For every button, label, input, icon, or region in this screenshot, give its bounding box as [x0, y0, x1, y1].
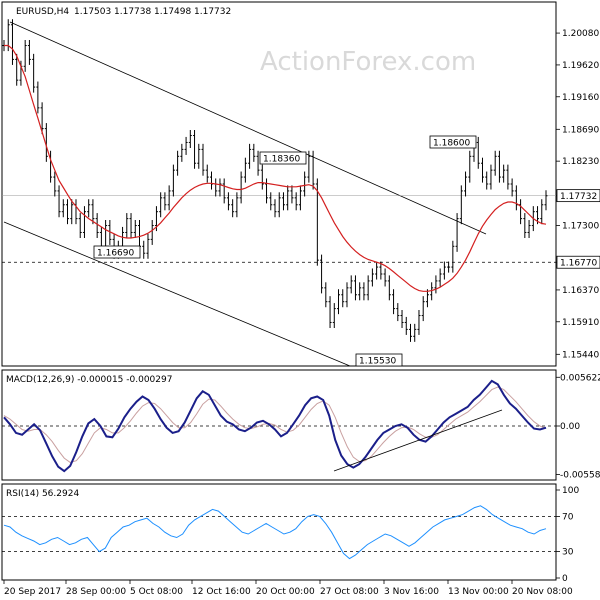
- x-tick-label: 13 Nov 00:00: [448, 587, 509, 597]
- annotation-box: [429, 135, 477, 149]
- moving-average-line: [4, 44, 547, 292]
- channel-upper-line: [9, 21, 487, 235]
- x-tick-label: 5 Oct 08:00: [130, 587, 183, 597]
- x-tick-label: 12 Oct 16:00: [192, 587, 251, 597]
- macd-line: [3, 379, 547, 473]
- price-y-tick-label: 1.15440: [562, 350, 599, 360]
- macd-signal-line: [3, 386, 547, 463]
- rsi-title: RSI(14) 56.2924: [6, 489, 79, 499]
- annotation-box: [355, 353, 403, 367]
- price-y-tick-label: 1.17300: [562, 222, 599, 232]
- price-y-tick-label: 1.16370: [562, 286, 599, 296]
- macd-y-tick-label: 0.005622: [560, 373, 600, 383]
- price-y-tick-label: 1.18230: [562, 157, 599, 167]
- current-price-label: 1.17732: [560, 192, 597, 202]
- ohlc-high: 1.17738: [114, 7, 151, 17]
- ohlc-open: 1.17503: [74, 7, 111, 17]
- annotation-box: [93, 245, 141, 259]
- x-tick-label: 20 Sep 2017: [4, 587, 61, 597]
- price-panel-frame: [1, 1, 557, 367]
- rsi-y-tick-label: 0: [562, 574, 568, 584]
- rsi-layer: [2, 505, 556, 560]
- rsi-panel-frame: [1, 483, 557, 581]
- annotation-label: 1.18600: [433, 139, 470, 149]
- annotation-label: 1.18360: [263, 155, 300, 165]
- price-y-tick-label: 1.19160: [562, 93, 599, 103]
- macd-panel-frame: [1, 369, 557, 481]
- annotation-label: 1.15530: [359, 357, 396, 367]
- x-tick-label: 27 Oct 08:00: [320, 587, 379, 597]
- price-y-tick-label: 1.19620: [562, 61, 599, 71]
- ohlc-low: 1.17498: [154, 7, 191, 17]
- rsi-line: [3, 505, 547, 560]
- price-y-tick-label: 1.18690: [562, 125, 599, 135]
- support-price-label: 1.16770: [560, 259, 597, 269]
- annotation-box: [259, 151, 307, 165]
- price-layer: 1.16690 1.18360 1.15530 1.18600: [2, 19, 556, 367]
- annotation-label: 1.16690: [97, 249, 134, 259]
- x-tick-label: 20 Oct 00:00: [256, 587, 315, 597]
- rsi-y-tick-label: 100: [562, 486, 579, 496]
- watermark: ActionForex.com: [260, 47, 476, 77]
- macd-title: MACD(12,26,9) -0.000015 -0.000297: [6, 375, 172, 385]
- support-price-box: [556, 255, 600, 269]
- macd-trendline: [333, 409, 503, 472]
- ohlc-close: 1.17732: [194, 7, 231, 17]
- rsi-y-tick-label: 30: [562, 548, 574, 558]
- x-tick-label: 28 Sep 00:00: [66, 587, 126, 597]
- x-tick-label: 20 Nov 08:00: [512, 587, 573, 597]
- rsi-y-tick-label: 70: [562, 512, 574, 522]
- x-tick-label: 3 Nov 16:00: [384, 587, 439, 597]
- price-title: EURUSD,H4: [16, 7, 69, 17]
- current-price-box: [556, 189, 600, 203]
- channel-lower-line: [3, 221, 351, 367]
- macd-y-tick-label: 0.00: [560, 422, 580, 432]
- price-y-tick-label: 1.15910: [562, 318, 599, 328]
- macd-y-tick-label: -0.005588: [560, 470, 600, 480]
- axis-layer: 1.20080 1.19620 1.19160 1.18690 1.18230 1.177…: [3, 29, 600, 597]
- macd-layer: [2, 379, 556, 473]
- price-y-tick-label: 1.20080: [562, 29, 599, 39]
